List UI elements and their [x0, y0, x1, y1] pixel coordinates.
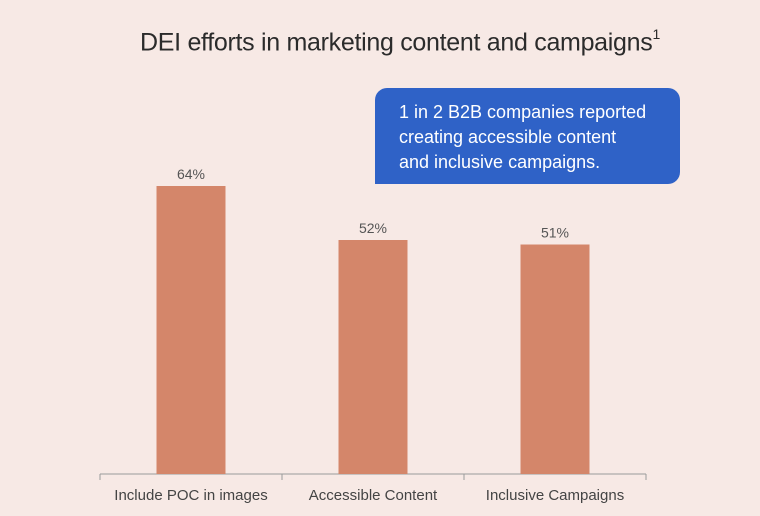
callout-line-2: creating accessible content: [399, 127, 617, 147]
bar: [156, 186, 226, 474]
callout-box: 1 in 2 B2B companies reported creating a…: [375, 88, 680, 184]
category-label: Accessible Content: [309, 487, 438, 504]
bar: [338, 240, 408, 474]
bar-value-label: 64%: [177, 166, 205, 182]
bar: [520, 244, 590, 474]
chart-title: DEI efforts in marketing content and cam…: [0, 26, 760, 57]
callout-line-1: 1 in 2 B2B companies reported: [399, 102, 647, 122]
bar-value-label: 52%: [359, 220, 387, 236]
callout-line-3: and inclusive campaigns.: [399, 152, 601, 172]
category-label: Include POC in images: [114, 487, 267, 504]
category-label: Inclusive Campaigns: [486, 487, 624, 504]
bar-value-label: 51%: [541, 225, 569, 241]
chart-title-text: DEI efforts in marketing content and cam…: [140, 28, 653, 57]
title-footnote-marker: 1: [652, 26, 660, 42]
